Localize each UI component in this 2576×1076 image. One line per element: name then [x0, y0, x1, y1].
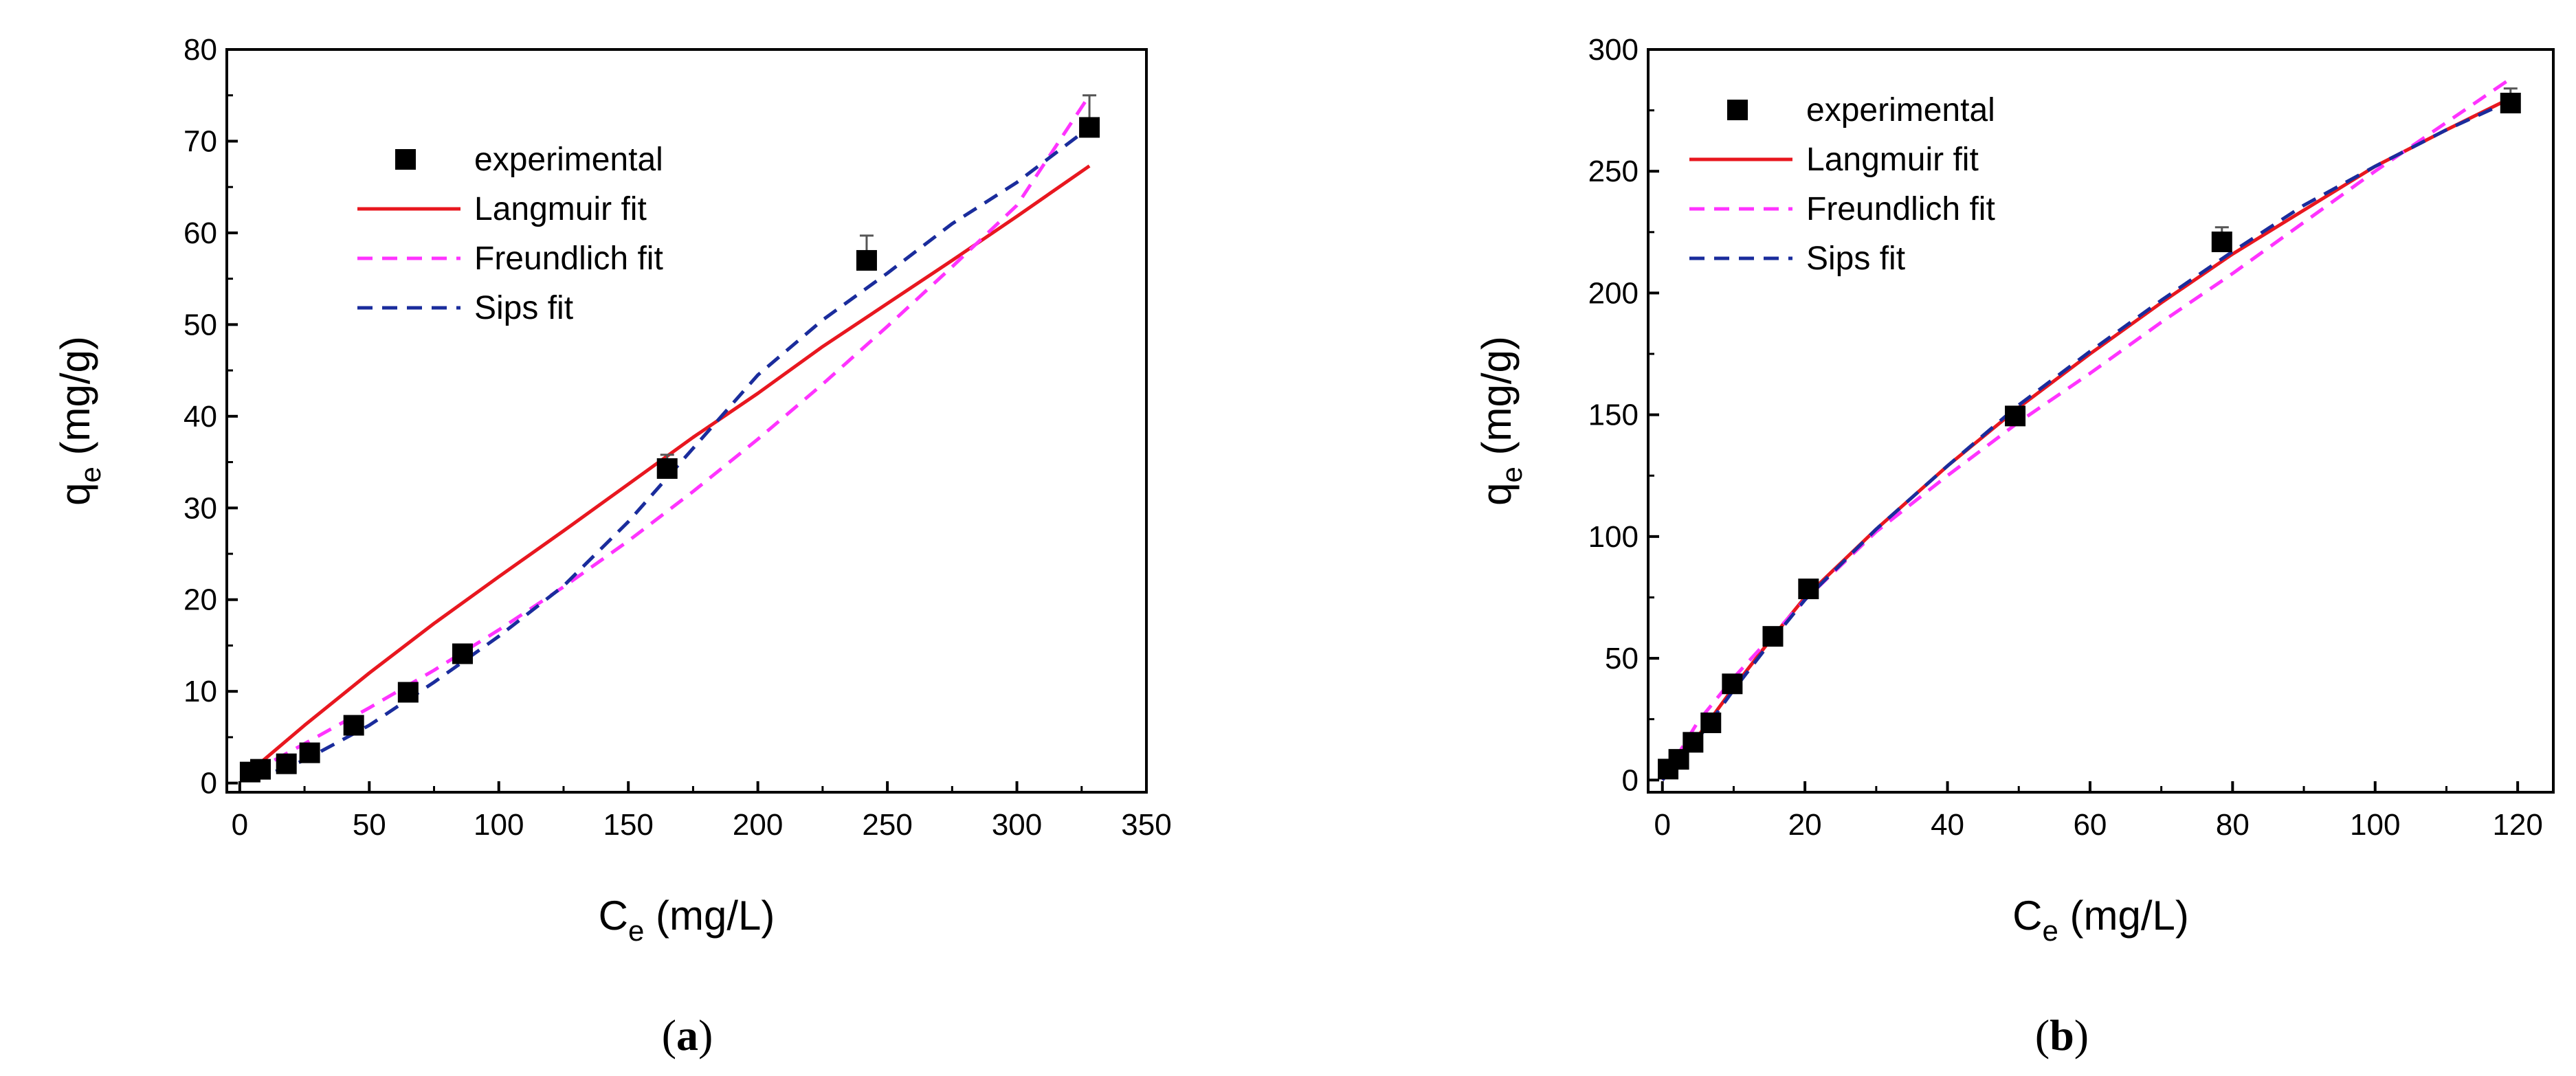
- legend-label-freundlich-fit: Freundlich fit: [474, 240, 663, 277]
- y-tick-label: 40: [184, 400, 217, 434]
- x-axis-title-main: C: [599, 893, 628, 939]
- legend-marker-experimental: [1727, 100, 1748, 120]
- y-axis-title: qe (mg/g): [52, 336, 107, 506]
- data-point: [1079, 117, 1100, 138]
- y-axis-title-unit: (mg/g): [52, 336, 98, 467]
- x-axis-title-sub: e: [2042, 915, 2058, 947]
- legend-label-sips-fit: Sips fit: [474, 290, 573, 326]
- data-point: [856, 249, 877, 271]
- data-point: [276, 753, 297, 774]
- data-point: [656, 458, 678, 479]
- legend: experimental Langmuir fit Freundlich fit Si…: [357, 142, 663, 326]
- x-tick-label: 50: [353, 808, 386, 842]
- y-tick-label: 0: [1622, 763, 1639, 797]
- chart-panel-b: 0 20 40 60 80 100 120 0 50 100 150 200 250 300 Ce (mg/…: [1474, 33, 2555, 1060]
- y-axis-title: qe (mg/g): [1474, 336, 1528, 506]
- x-axis-title-main: C: [2012, 893, 2042, 939]
- y-axis-title-sub: e: [1496, 467, 1528, 482]
- chart-panel-a: 0 50 100 150 200 250 300 350 0 10 20 30 40 50 60 70 80 Ce…: [52, 33, 1172, 1060]
- y-tick-label: 50: [184, 308, 217, 341]
- y-tick-label: 30: [184, 491, 217, 525]
- x-tick-label: 100: [474, 808, 524, 842]
- data-point: [1683, 732, 1704, 753]
- y-tick-label: 250: [1588, 155, 1639, 188]
- x-tick-label: 200: [733, 808, 783, 842]
- x-tick-label: 40: [1931, 808, 1964, 842]
- panel-label-open: (: [2035, 1011, 2050, 1060]
- y-axis-title-main: q: [1474, 483, 1520, 506]
- x-axis-title-unit: (mg/L): [644, 893, 775, 939]
- panel-label-letter: a: [676, 1011, 698, 1060]
- data-point: [2005, 405, 2026, 427]
- x-axis-title: Ce (mg/L): [599, 893, 775, 947]
- x-tick-label: 60: [2073, 808, 2107, 842]
- y-axis-title-main: q: [52, 483, 98, 506]
- y-tick-label: 300: [1588, 33, 1639, 67]
- y-tick-label: 50: [1605, 642, 1639, 675]
- y-tick-label: 10: [184, 675, 217, 708]
- x-axis-title: Ce (mg/L): [2012, 893, 2189, 947]
- data-point: [249, 759, 271, 780]
- y-tick-label: 70: [184, 124, 217, 158]
- plot-frame: [1647, 48, 2555, 794]
- fit-line-freundlich-fit: [1661, 77, 2512, 781]
- legend-label-sips-fit: Sips fit: [1806, 240, 1905, 277]
- y-tick-label: 20: [184, 583, 217, 617]
- x-tick-label: 100: [2350, 808, 2400, 842]
- legend-label-langmuir-fit: Langmuir fit: [1806, 142, 1979, 178]
- data-point: [2500, 92, 2521, 113]
- legend-label-freundlich-fit: Freundlich fit: [1806, 191, 1995, 227]
- data-point: [2211, 231, 2232, 252]
- fit-line-sips-fit: [252, 126, 1091, 783]
- y-tick-label: 0: [201, 767, 217, 800]
- legend: experimental Langmuir fit Freundlich fit Si…: [1689, 92, 1995, 277]
- panel-label: (a): [662, 1011, 713, 1060]
- x-axis-title-sub: e: [628, 915, 644, 947]
- x-axis-title-unit: (mg/L): [2058, 893, 2189, 939]
- y-tick-label: 60: [184, 216, 217, 250]
- x-tick-label: 250: [862, 808, 912, 842]
- data-point: [299, 742, 320, 763]
- y-tick-label: 80: [184, 33, 217, 67]
- y-tick-label: 200: [1588, 276, 1639, 310]
- x-tick-label: 0: [232, 808, 248, 842]
- x-tick-label: 350: [1121, 808, 1171, 842]
- data-point: [1762, 626, 1784, 647]
- fit-line-freundlich-fit: [252, 94, 1091, 774]
- legend-label-experimental: experimental: [474, 142, 663, 178]
- data-point: [343, 715, 364, 736]
- data-point: [397, 682, 419, 703]
- data-point: [452, 643, 473, 664]
- panel-label-open: (: [662, 1011, 676, 1060]
- fit-line-sips-fit: [1661, 99, 2511, 781]
- x-tick-label: 150: [603, 808, 653, 842]
- legend-label-experimental: experimental: [1806, 92, 1995, 128]
- data-point: [1722, 673, 1743, 695]
- x-tick-label: 300: [992, 808, 1042, 842]
- legend-marker-experimental: [395, 149, 416, 170]
- panel-label-letter: b: [2050, 1011, 2074, 1060]
- fit-line-langmuir-fit: [1661, 96, 2511, 781]
- plot-frame: [225, 48, 1148, 794]
- x-tick-label: 120: [2492, 808, 2542, 842]
- data-point: [1700, 712, 1722, 733]
- data-point: [1798, 579, 1819, 600]
- y-tick-label: 100: [1588, 520, 1639, 554]
- panel-label-close: ): [698, 1011, 713, 1060]
- x-tick-label: 80: [2216, 808, 2250, 842]
- x-tick-label: 20: [1788, 808, 1822, 842]
- panel-label-close: ): [2074, 1011, 2089, 1060]
- legend-label-langmuir-fit: Langmuir fit: [474, 191, 647, 227]
- y-axis-title-sub: e: [74, 467, 107, 482]
- x-tick-label: 0: [1654, 808, 1670, 842]
- panel-label: (b): [2035, 1011, 2089, 1060]
- y-tick-label: 150: [1588, 399, 1639, 432]
- y-axis-title-unit: (mg/g): [1474, 336, 1520, 467]
